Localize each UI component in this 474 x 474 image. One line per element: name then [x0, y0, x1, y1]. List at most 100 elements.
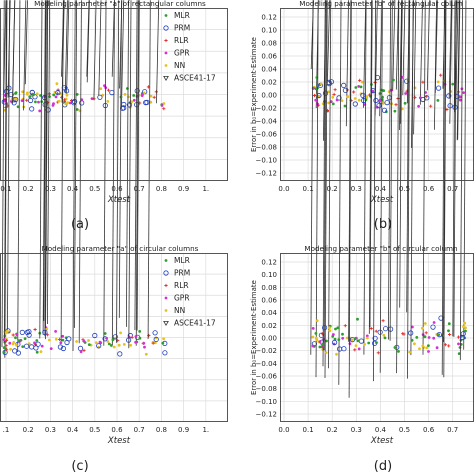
panel-a-point [160, 104, 164, 107]
panel-c-point [8, 341, 12, 345]
panel-b-xtick-label: 0.0 [278, 185, 289, 193]
panel-d-ytick-label: 0.12 [261, 259, 277, 267]
panel-a-point [134, 88, 140, 94]
panel-d-point [315, 0, 319, 378]
panel-b-point [429, 104, 433, 108]
panel-a-point [154, 90, 158, 94]
panel-a-point [79, 100, 85, 106]
panel-d-point [457, 352, 461, 355]
panel-b-point [336, 95, 342, 101]
panel-a-point [132, 94, 136, 97]
panel-c-point [78, 0, 82, 344]
panel-c-point [134, 0, 138, 331]
panel-d-point [443, 343, 447, 347]
panel-a-point [25, 98, 29, 102]
panel-c-point [82, 339, 86, 343]
panel-b-point [392, 0, 396, 92]
panel-d-point [333, 337, 337, 341]
panel-b-ytick-label: −0.12 [256, 170, 277, 178]
panel-d-point [315, 319, 319, 323]
panel-d-point [464, 329, 467, 333]
panel-c-point [7, 0, 11, 333]
panel-c-point [105, 336, 108, 340]
panel-b-point [374, 0, 378, 116]
panel-b-point [342, 87, 348, 93]
panel-c-point [117, 351, 123, 357]
panel-b-point [382, 101, 385, 105]
panel-c-legend-label: GPR [174, 294, 190, 303]
panel-b-label: (b) [374, 217, 392, 232]
panel-a-point [12, 0, 16, 104]
panel-a-point [32, 94, 38, 100]
panel-b-scatter [310, 0, 465, 148]
panel-b-point [352, 90, 356, 94]
panel-a-point [55, 82, 59, 86]
panel-c-xtick-label: 0.5 [89, 426, 100, 434]
panel-c-point [103, 0, 107, 346]
panel-b-point [456, 0, 460, 141]
panel-d-point [363, 342, 366, 346]
panel-c-frame [0, 253, 228, 422]
panel-d-ytick-label: 0.08 [261, 284, 277, 292]
panel-b-point [413, 95, 417, 99]
panel-b-point [459, 95, 462, 99]
panel-d-point [410, 0, 414, 356]
panel-d-ytick-label: −0.08 [256, 385, 277, 393]
panel-a-legend-label: PRM [174, 24, 190, 33]
panel-c-point [162, 337, 166, 341]
panel-b-point [363, 0, 367, 108]
panel-c-point [96, 343, 102, 349]
panel-d-point [443, 0, 447, 378]
panel-c-point [111, 338, 115, 342]
panel-c-point [12, 348, 18, 354]
panel-d-point [406, 0, 410, 313]
panel-b-point [446, 93, 452, 99]
panel-a-point [130, 100, 134, 104]
panel-d-point [463, 0, 467, 350]
panel-b-point [345, 0, 349, 127]
panel-c-point [117, 343, 121, 347]
panel-a-point [149, 94, 153, 98]
panel-a-point [14, 91, 18, 94]
panel-d-point [393, 346, 397, 349]
panel-b-xtick-label: 0.2 [327, 185, 338, 193]
panel-d-point [367, 341, 371, 345]
panel-d-point [320, 345, 324, 349]
panel-b-point [439, 73, 443, 77]
panel-a-point [64, 0, 68, 93]
panel-d-point [382, 326, 389, 332]
panel-d-point [331, 339, 338, 346]
panel-c-point [17, 0, 21, 353]
panel-d-point [322, 0, 326, 367]
panel-b-point [365, 95, 369, 98]
panel-d-point [345, 336, 349, 340]
panel-a-point [24, 0, 28, 85]
panel-d-xtick-label: 0.5 [399, 426, 410, 434]
panel-c-point [136, 0, 140, 331]
panel-b-point [381, 107, 388, 113]
panel-c-point [33, 345, 39, 351]
panel-a-point [121, 105, 127, 111]
panel-d-point [328, 329, 332, 333]
panel-a-point [140, 94, 144, 97]
panel-b-point [459, 98, 462, 102]
panel-d-point [396, 0, 400, 374]
panel-d-point [372, 335, 378, 341]
panel-d-point [375, 341, 378, 344]
panel-d-point [338, 0, 342, 385]
panel-d-point [341, 346, 347, 352]
panel-a-point [28, 95, 32, 99]
panel-b-point [316, 92, 322, 99]
panel-c-point [147, 0, 151, 340]
panel-a-point [62, 98, 67, 102]
panel-d-point [379, 0, 383, 373]
panel-a-point [123, 93, 127, 96]
panel-d-point [315, 338, 319, 342]
panel-d-point [427, 336, 431, 339]
panel-b-point [399, 0, 403, 131]
panel-b-point [341, 82, 347, 89]
panel-b-ytick-label: −0.10 [256, 157, 277, 165]
panel-b-ytick-label: 0.02 [261, 79, 277, 87]
panel-a-xtick-label: 0.7 [134, 185, 145, 193]
panel-a-legend-marker [164, 51, 168, 55]
